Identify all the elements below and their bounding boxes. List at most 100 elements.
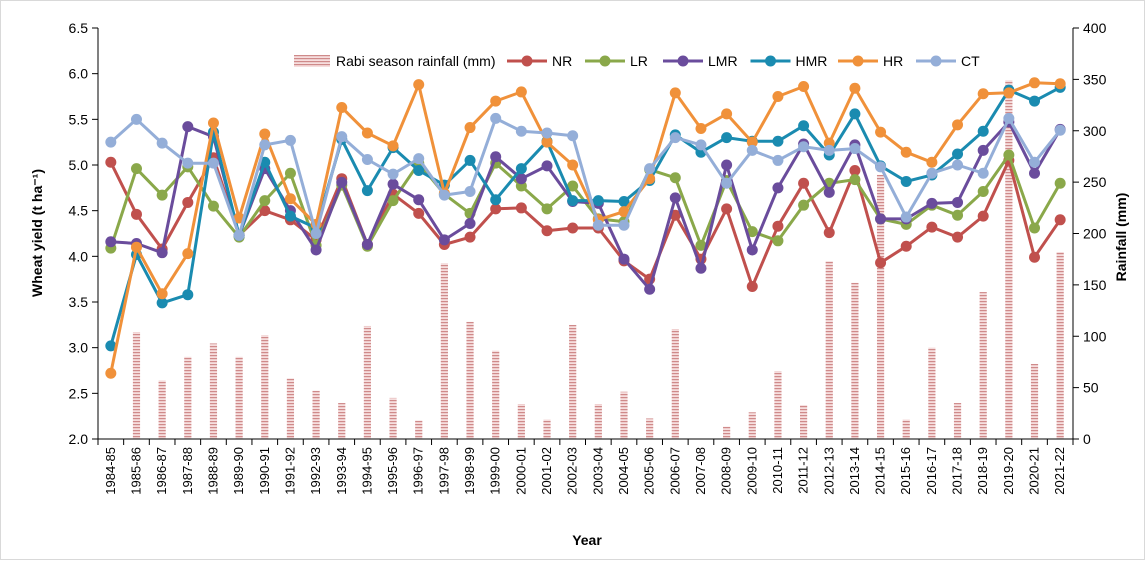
series-point-hmr: [721, 132, 733, 144]
series-point-lmr: [515, 173, 527, 185]
x-tick-label: 2010-11: [770, 447, 785, 494]
series-point-ct: [618, 219, 630, 231]
x-tick-label: 2005-06: [642, 447, 657, 495]
x-tick-label: 1995-96: [385, 447, 400, 495]
series-point-lr: [952, 209, 964, 221]
series-point-nr: [772, 220, 784, 232]
legend-marker-lmr: [677, 55, 689, 67]
rainfall-bar: [928, 347, 936, 439]
rainfall-bar: [389, 397, 397, 439]
series-point-lmr: [413, 194, 425, 206]
series-point-ct: [515, 125, 527, 137]
x-tick-label: 1992-93: [308, 447, 323, 495]
series-point-lr: [772, 235, 784, 247]
x-tick-label: 2018-19: [975, 447, 990, 495]
rainfall-bar: [774, 371, 782, 439]
series-point-lr: [746, 226, 758, 238]
series-point-hmr: [772, 135, 784, 147]
x-tick-label: 2002-03: [565, 447, 580, 495]
series-point-lmr: [952, 196, 964, 208]
series-point-ct: [721, 177, 733, 189]
series-point-hmr: [952, 148, 964, 160]
x-tick-label: 2014-15: [873, 447, 888, 495]
x-tick-label: 2001-02: [539, 447, 554, 495]
series-point-lr: [130, 163, 142, 175]
x-tick-label: 2016-17: [924, 447, 939, 495]
series-point-hr: [746, 136, 758, 148]
series-point-ct: [130, 113, 142, 125]
x-tick-label: 1984-85: [103, 447, 118, 495]
series-point-ct: [823, 144, 835, 156]
series-point-hr: [900, 146, 912, 158]
legend-marker-nr: [521, 55, 533, 67]
x-tick-label: 1985-86: [128, 447, 143, 495]
series-point-lr: [259, 195, 271, 207]
series-point-hr: [130, 241, 142, 253]
series-point-hr: [361, 127, 373, 139]
rainfall-bar: [235, 356, 243, 439]
x-tick-label: 2017-18: [950, 447, 965, 495]
series-point-ct: [849, 143, 861, 155]
series-point-ct: [798, 141, 810, 153]
series-point-nr: [875, 257, 887, 269]
y-tick-label: 6.5: [69, 20, 89, 36]
series-point-hr: [387, 140, 399, 152]
rainfall-bar: [1030, 363, 1039, 439]
series-point-hmr: [567, 195, 579, 207]
series-point-hr: [849, 82, 861, 94]
series-point-hmr: [284, 210, 296, 222]
rainfall-bar: [979, 292, 987, 439]
series-point-hmr: [618, 196, 630, 208]
series-point-nr: [849, 164, 861, 176]
series-point-hmr: [361, 185, 373, 197]
series-point-lmr: [438, 234, 450, 246]
rainfall-bar: [286, 378, 295, 439]
x-tick-label: 1990-91: [257, 447, 272, 495]
series-point-hr: [977, 88, 989, 100]
rainfall-bar: [646, 418, 654, 439]
rainfall-bars: [132, 80, 1064, 439]
series-point-lr: [567, 180, 579, 192]
rainfall-bar: [312, 390, 320, 439]
x-tick-label: 2015-16: [898, 447, 913, 495]
series-point-hmr: [413, 164, 425, 176]
rainfall-bar: [184, 356, 192, 439]
series-point-ct: [233, 229, 245, 241]
series-point-hmr: [849, 108, 861, 120]
series-point-lmr: [721, 159, 733, 171]
series-point-nr: [182, 196, 194, 208]
x-tick-label: 1986-87: [154, 447, 169, 495]
series-point-lr: [1003, 149, 1015, 161]
rainfall-bar: [415, 420, 423, 439]
series-point-nr: [721, 203, 733, 215]
series-point-hmr: [490, 194, 502, 206]
x-tick-label: 2020-21: [1027, 447, 1042, 495]
series-point-nr: [823, 227, 835, 239]
series-point-lr: [387, 195, 399, 207]
series-point-lmr: [746, 244, 758, 256]
series-point-nr: [1054, 214, 1066, 226]
x-tick-label: 1988-89: [205, 447, 220, 495]
series-point-lmr: [361, 238, 373, 250]
legend-label-hmr: HMR: [796, 53, 828, 69]
x-tick-label: 1991-92: [282, 447, 297, 495]
series-point-hmr: [515, 163, 527, 175]
rainfall-bar: [440, 263, 448, 439]
series-point-lmr: [772, 182, 784, 194]
series-point-lmr: [490, 151, 502, 163]
series-point-ct: [464, 185, 476, 197]
y2-tick-label: 250: [1083, 174, 1107, 190]
y2-tick-label: 300: [1083, 123, 1107, 139]
y2-tick-label: 100: [1083, 328, 1107, 344]
rainfall-bar: [671, 329, 679, 439]
series-point-ct: [105, 136, 117, 148]
series-point-lmr: [1029, 167, 1041, 179]
y-tick-label: 2.0: [69, 431, 89, 447]
series-point-lmr: [464, 217, 476, 229]
x-tick-label: 2009-10: [744, 447, 759, 495]
y2-axis-title: Rainfall (mm): [1113, 193, 1129, 282]
rainfall-bar: [363, 325, 371, 439]
legend-marker-hr: [852, 55, 864, 67]
series-point-ct: [1054, 124, 1066, 136]
legend-label-nr: NR: [552, 53, 572, 69]
